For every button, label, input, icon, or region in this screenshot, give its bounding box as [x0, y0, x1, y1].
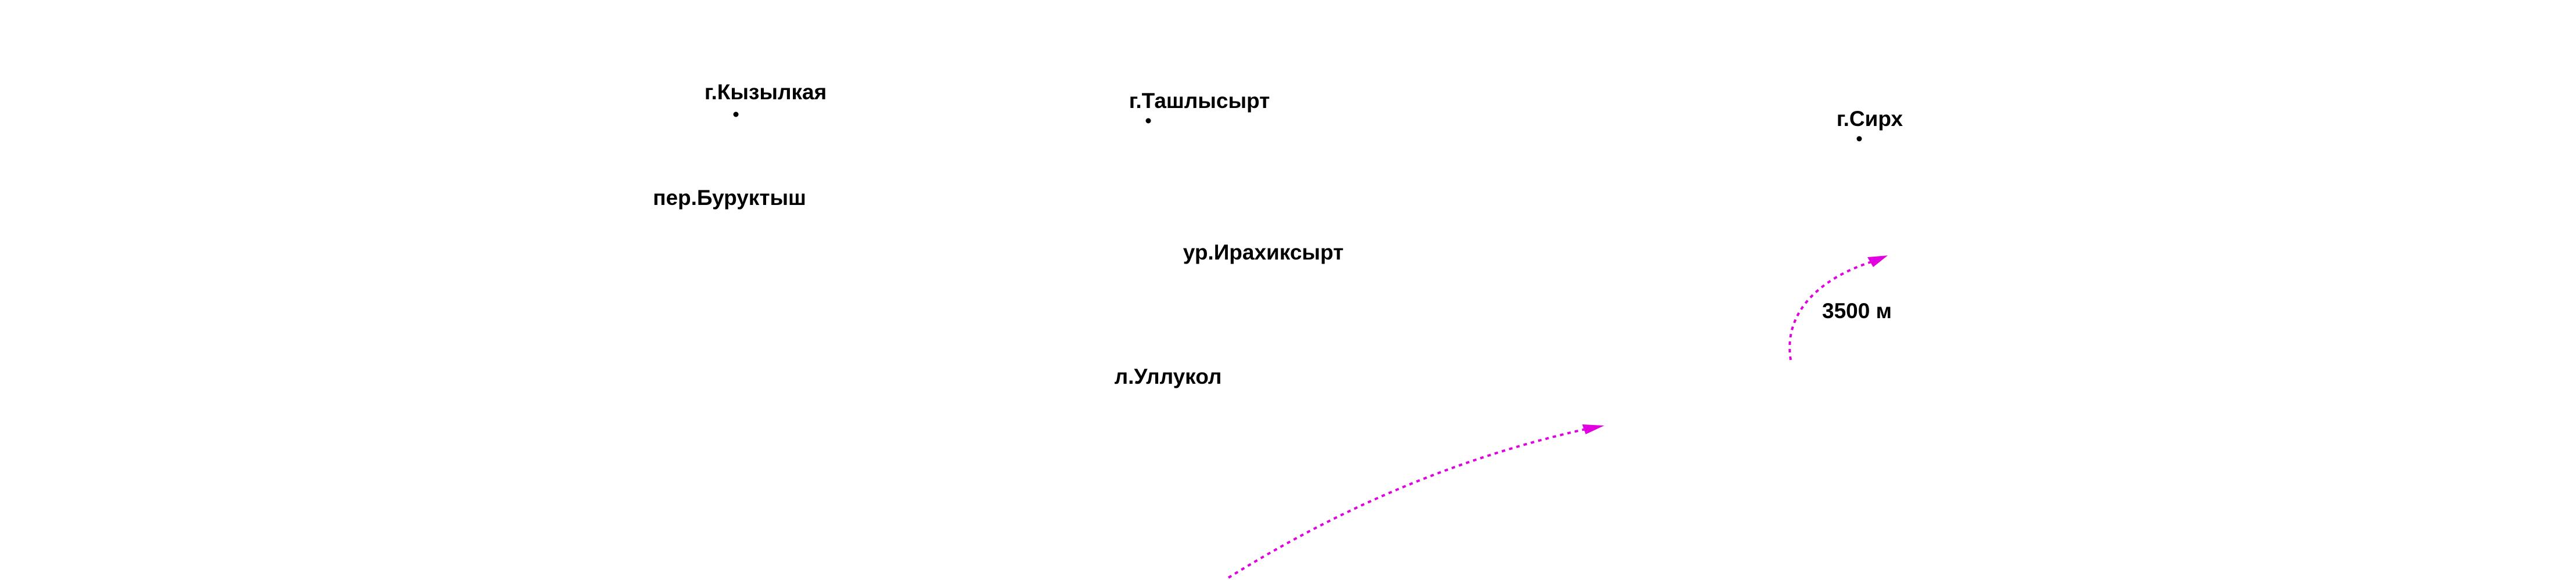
- place-label: л.Уллукол: [1115, 365, 1222, 388]
- peak-dot: [733, 111, 739, 117]
- route-line: [1788, 260, 1874, 361]
- peak-dot: [1145, 118, 1151, 124]
- place-label: г.Кызылкая: [705, 80, 827, 104]
- peak-dot: [1856, 136, 1862, 142]
- route-arrowhead: [1582, 424, 1604, 434]
- place-label: г.Сирх: [1837, 107, 1903, 131]
- route-label: 3500 м: [1822, 299, 1892, 323]
- place-label: ур.Ирахиксырт: [1183, 240, 1344, 264]
- route-arrowhead: [1867, 255, 1888, 267]
- place-label: пер.Буруктыш: [653, 186, 806, 210]
- place-label: г.Ташлысырт: [1129, 89, 1270, 113]
- route-line: [1227, 427, 1589, 579]
